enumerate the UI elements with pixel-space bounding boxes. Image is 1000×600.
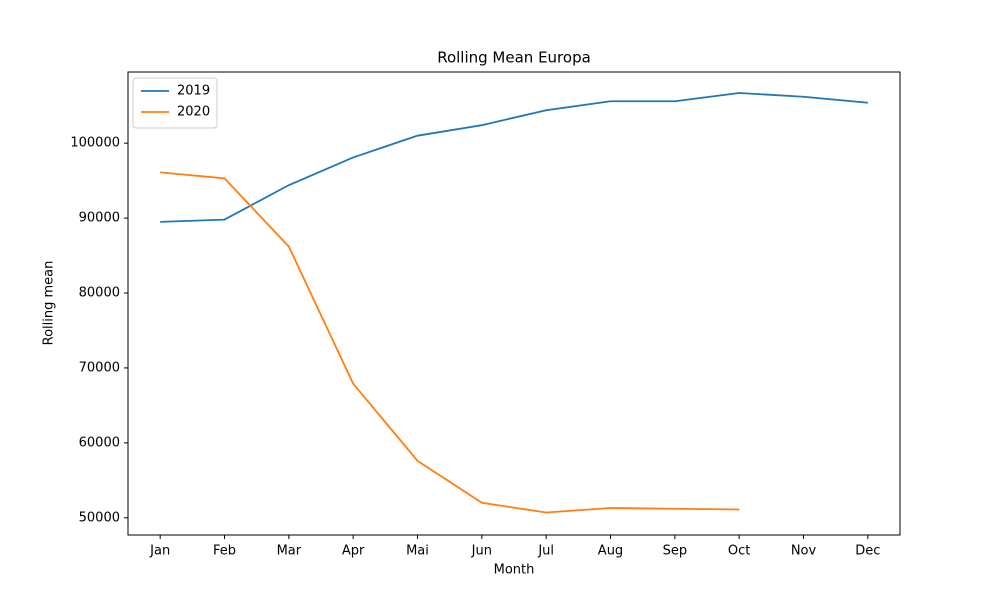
y-tick-label: 80000	[79, 286, 120, 301]
legend-label: 2019	[177, 84, 210, 99]
x-tick-label: Mai	[406, 544, 429, 559]
x-tick-label: Jul	[537, 544, 554, 559]
legend-label: 2020	[177, 105, 210, 120]
plot-frame	[127, 71, 901, 536]
x-tick-label: Apr	[342, 544, 365, 559]
x-tick-label: Sep	[663, 544, 688, 559]
y-tick-label: 90000	[79, 211, 120, 226]
series-line	[160, 171, 740, 514]
y-tick-label: 70000	[79, 360, 120, 375]
y-tick-label: 60000	[79, 435, 120, 450]
series-line	[160, 92, 868, 223]
x-tick-label: Feb	[213, 544, 236, 559]
x-tick-label: Jun	[471, 544, 492, 559]
y-tick-label: 100000	[70, 136, 120, 151]
x-axis-label: Month	[494, 563, 535, 578]
y-tick-label: 50000	[79, 510, 120, 525]
x-tick-label: Dec	[855, 544, 880, 559]
x-tick-label: Aug	[598, 544, 623, 559]
x-tick-label: Nov	[791, 544, 817, 559]
y-axis-label: Rolling mean	[42, 261, 57, 346]
x-tick-label: Oct	[728, 544, 750, 559]
chart-title: Rolling Mean Europa	[437, 49, 591, 67]
x-tick-label: Mar	[277, 544, 302, 559]
x-tick-label: Jan	[149, 544, 170, 559]
